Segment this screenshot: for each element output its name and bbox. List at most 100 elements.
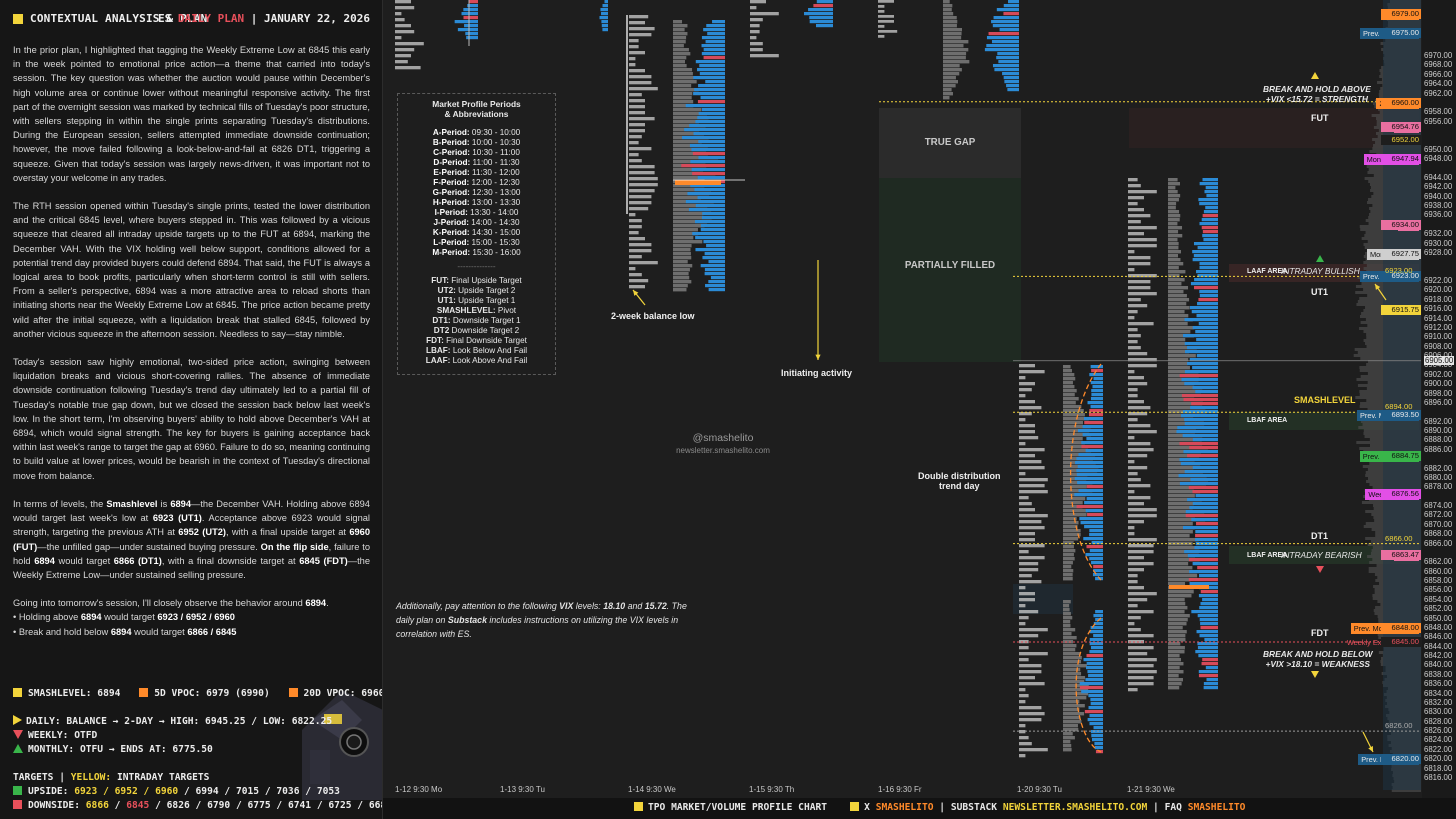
tpo-block-1-21 [1168, 250, 1181, 254]
tpo-letters-1-21 [1128, 232, 1144, 236]
level-value-tag: 6893.50 [1381, 409, 1421, 420]
volume-bar-1-21 [1206, 194, 1218, 198]
tpo-letters-1-21 [1128, 370, 1135, 374]
tpo-block-1-20-upper [1063, 565, 1072, 569]
tpo-block-1-14 [673, 240, 703, 244]
level-value-tag: 6954.76 [1381, 122, 1421, 133]
volume-bar-1-16 [992, 64, 1019, 68]
tpo-letters-1-12 [395, 12, 402, 16]
legend-abbreviation-value: Downside Target 1 [450, 316, 521, 325]
text-run: —the Weekly Extreme Low—under sustained … [13, 555, 370, 580]
tpo-letters-1-21 [1128, 274, 1157, 278]
price-axis[interactable]: 6970.00 6968.00 6966.00 6964.00 6962.00 6958.… [1422, 0, 1456, 798]
tpo-block-1-20-upper [1063, 429, 1090, 433]
volume-bar-1-21 [1197, 614, 1218, 618]
tpo-block-1-16 [943, 24, 957, 28]
tpo-block-1-14 [673, 72, 693, 76]
legend-abbreviation-key: UT1: [437, 296, 456, 305]
tpo-letters-1-14 [629, 177, 658, 181]
tpo-block-1-20-upper [1063, 397, 1079, 401]
tpo-block-1-21 [1168, 294, 1187, 298]
tpo-letters-1-21 [1128, 634, 1154, 638]
tpo-block-1-21 [1168, 302, 1187, 306]
tpo-block-1-21 [1168, 506, 1193, 510]
volume-bar-1-20-upper [1089, 373, 1103, 377]
text-run: would target [54, 555, 114, 566]
tpo-letters-1-14 [629, 27, 655, 31]
tpo-letters-1-21 [1128, 682, 1154, 686]
targets-separator: | [59, 772, 65, 783]
legend-abbreviation-value: Final Downside Target [443, 336, 527, 345]
targets-upside: UPSIDE: 6923 / 6952 / 6960 / 6994 / 7015… [13, 786, 340, 797]
footer-substack-link[interactable]: NEWSLETTER.SMASHELITO.COM [1002, 802, 1148, 813]
level-value-tag: 6915.75 [1381, 305, 1421, 316]
tpo-block-1-21 [1168, 478, 1209, 482]
volume-bar-1-14 [703, 48, 725, 52]
level-value-tag: 6975.00 [1381, 27, 1421, 38]
volume-bar-1-14 [685, 200, 725, 204]
legend-period-key: J-Period: [433, 218, 469, 227]
legend-abbreviation-row: DT1: Downside Target 1 [398, 316, 555, 326]
tpo-block-1-14 [673, 188, 712, 192]
tpo-letters-1-21 [1128, 202, 1138, 206]
volume-bar-1-21 [1184, 370, 1218, 374]
tpo-letters-1-12 [395, 0, 411, 4]
triangle-up-icon [13, 744, 23, 753]
volume-bar-1-20-upper [1090, 405, 1103, 409]
tpo-block-1-21 [1168, 366, 1190, 370]
volume-bar-1-21 [1181, 378, 1218, 382]
session-date-label: 1-15 9:30 Th [749, 785, 795, 794]
price-tick: 6962.00 [1424, 88, 1453, 98]
tpo-block-1-21 [1168, 514, 1195, 518]
price-tick: 6848.00 [1424, 622, 1453, 632]
volume-bar-1-20-upper [1089, 529, 1103, 533]
session-date-label: 1-16 9:30 Fr [878, 785, 922, 794]
price-tick: 6940.00 [1424, 191, 1453, 201]
tpo-chart[interactable]: Market Profile Periods & Abbreviations A… [383, 0, 1456, 798]
volume-bar-1-21 [1192, 386, 1218, 390]
tpo-block-1-20-upper [1063, 425, 1091, 429]
square-orange-icon [139, 688, 149, 697]
level-value-tag: 6863.47 [1381, 550, 1421, 561]
tpo-letters-1-14 [629, 195, 652, 199]
tpo-letters-1-21 [1128, 580, 1138, 584]
tpo-block-1-20-lower [1063, 712, 1085, 716]
footer-faq-link[interactable]: SMASHELITO [1187, 802, 1246, 813]
fut-zone [1129, 108, 1419, 148]
volume-bar-1-15 [809, 16, 833, 20]
tpo-letters-1-14 [629, 99, 645, 103]
legend-period-row: C-Period: 10:30 - 11:00 [398, 148, 555, 158]
footer-x-handle[interactable]: SMASHELITO [875, 802, 934, 813]
level-value-tag: 6848.00 [1381, 622, 1421, 633]
tpo-letters-1-21 [1128, 238, 1157, 242]
tpo-block-1-21 [1168, 406, 1206, 410]
tpo-block-1-20-upper [1063, 541, 1074, 545]
distribution-outline-lower [1075, 617, 1102, 753]
tpo-block-1-21 [1168, 554, 1195, 558]
tpo-block-1-16 [943, 56, 966, 60]
text-run: . The daily plan on [396, 601, 687, 625]
volume-bar-1-20-lower [1086, 666, 1103, 670]
volume-bar-1-14 [702, 256, 725, 260]
instrument-label: ES [158, 12, 172, 25]
tpo-block-1-20-lower [1063, 748, 1072, 752]
volume-bar-1-16 [986, 44, 1019, 48]
tpo-block-1-20-upper [1063, 445, 1089, 449]
tpo-letters-1-21 [1128, 340, 1138, 344]
volume-bar-1-21 [1199, 618, 1218, 622]
tpo-block-1-14 [673, 36, 687, 40]
plan-date: ES DAILY PLAN | JANUARY 22, 2026 [158, 12, 370, 25]
text-run: • Break and hold below [13, 626, 111, 637]
legend-abbreviation-key: FUT: [431, 276, 450, 285]
legend-abbreviation-value: Look Above And Fail [450, 356, 528, 365]
volume-bar-1-14 [694, 188, 725, 192]
legend-abbreviation-row: UT2: Upside Target 2 [398, 286, 555, 296]
volume-bar-1-20-upper [1084, 525, 1103, 529]
weekly-structure: WEEKLY: OTFD [28, 730, 98, 741]
tpo-block-1-16 [943, 88, 952, 92]
tpo-letters-1-14 [629, 213, 636, 217]
legend-period-row: B-Period: 10:00 - 10:30 [398, 138, 555, 148]
volume-bar-1-21 [1198, 654, 1218, 658]
volume-bar-1-16 [994, 68, 1019, 72]
price-tick: 6854.00 [1424, 594, 1453, 604]
